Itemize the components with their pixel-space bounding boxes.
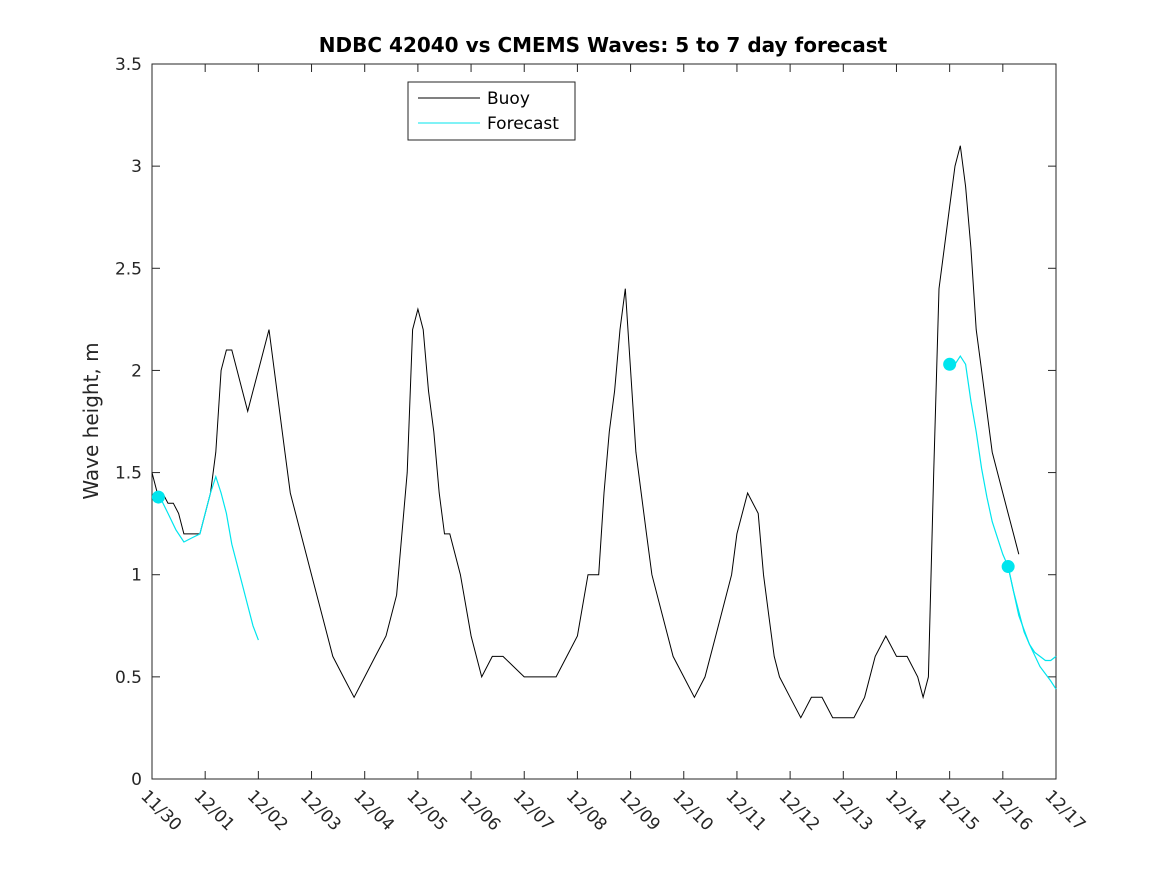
forecast-marker [943, 357, 957, 371]
series-line-buoy [151, 145, 1020, 719]
series-layer [151, 145, 1057, 719]
x-tick-label: 12/15 [934, 786, 983, 835]
y-tick-label: 2 [131, 361, 142, 381]
x-tick-label: 12/05 [402, 786, 451, 835]
x-tick-label: 12/17 [1040, 786, 1089, 835]
plot-frame [151, 63, 1057, 780]
legend-label-buoy: Buoy [487, 89, 530, 109]
legend: Buoy Forecast [407, 81, 576, 141]
x-tick-label: 12/03 [296, 786, 345, 835]
x-tick-label: 12/14 [881, 786, 930, 835]
series-line-forecast [954, 354, 1057, 662]
forecast-marker [151, 490, 165, 504]
series-line-forecast [1007, 566, 1057, 690]
x-tick-label: 12/12 [775, 786, 824, 835]
x-tick-label: 12/07 [509, 786, 558, 835]
x-tick-label: 12/16 [987, 786, 1036, 835]
y-axis-label: Wave height, m [79, 342, 103, 499]
y-tick-label: 3 [131, 157, 142, 177]
legend-box [407, 81, 576, 141]
y-tick-label: 1.5 [115, 464, 142, 484]
y-tick-label: 0.5 [115, 668, 142, 688]
x-tick-label: 12/08 [562, 786, 611, 835]
x-tick-label: 12/10 [668, 786, 717, 835]
chart-title: NDBC 42040 vs CMEMS Waves: 5 to 7 day fo… [319, 33, 888, 57]
x-tick-label: 12/01 [190, 786, 239, 835]
x-tick-label: 12/02 [243, 786, 292, 835]
x-tick-label: 12/09 [615, 786, 664, 835]
y-tick-label: 1 [131, 566, 142, 586]
plot-area [151, 63, 1057, 780]
y-tick-label: 0 [131, 770, 142, 790]
x-tick-label: 12/13 [828, 786, 877, 835]
x-tick-label: 12/04 [349, 786, 398, 835]
series-line-forecast [152, 474, 259, 641]
x-tick-label: 12/06 [456, 786, 505, 835]
forecast-marker [1001, 560, 1015, 574]
x-tick-label: 12/11 [721, 786, 770, 835]
y-tick-label: 3.5 [115, 55, 142, 75]
legend-label-forecast: Forecast [487, 114, 559, 134]
x-tick-label: 11/30 [136, 786, 185, 835]
y-tick-label: 2.5 [115, 259, 142, 279]
